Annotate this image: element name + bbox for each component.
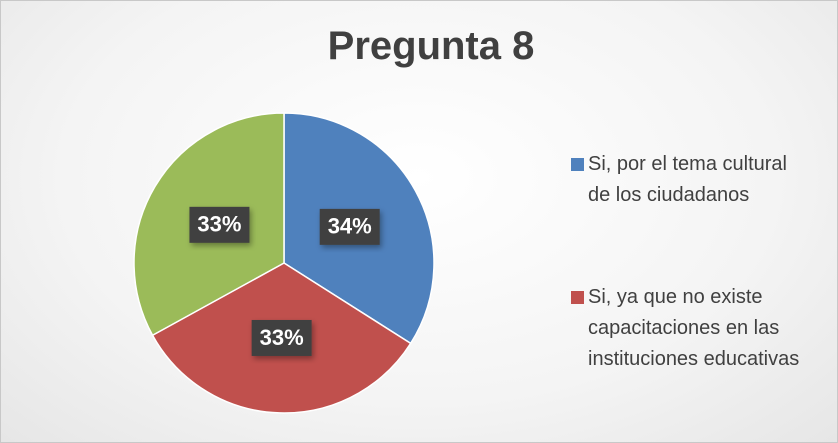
legend-label: Si, por el tema cultural de los ciudadan… xyxy=(588,153,787,206)
data-label: 33% xyxy=(197,212,241,237)
legend-item: Si, por el tema cultural de los ciudadan… xyxy=(571,149,811,211)
data-label-box xyxy=(251,319,312,356)
chart-title: Pregunta 8 xyxy=(328,24,535,68)
legend-swatch xyxy=(571,158,584,171)
data-label: 34% xyxy=(328,214,372,239)
data-label-box xyxy=(189,206,250,243)
data-label: 33% xyxy=(260,325,304,350)
legend-swatch xyxy=(571,291,584,304)
data-label-box xyxy=(319,208,380,245)
legend-label: Si, ya que no existe capacitaciones en l… xyxy=(588,286,800,370)
legend-item: Si, ya que no existe capacitaciones en l… xyxy=(571,282,811,375)
